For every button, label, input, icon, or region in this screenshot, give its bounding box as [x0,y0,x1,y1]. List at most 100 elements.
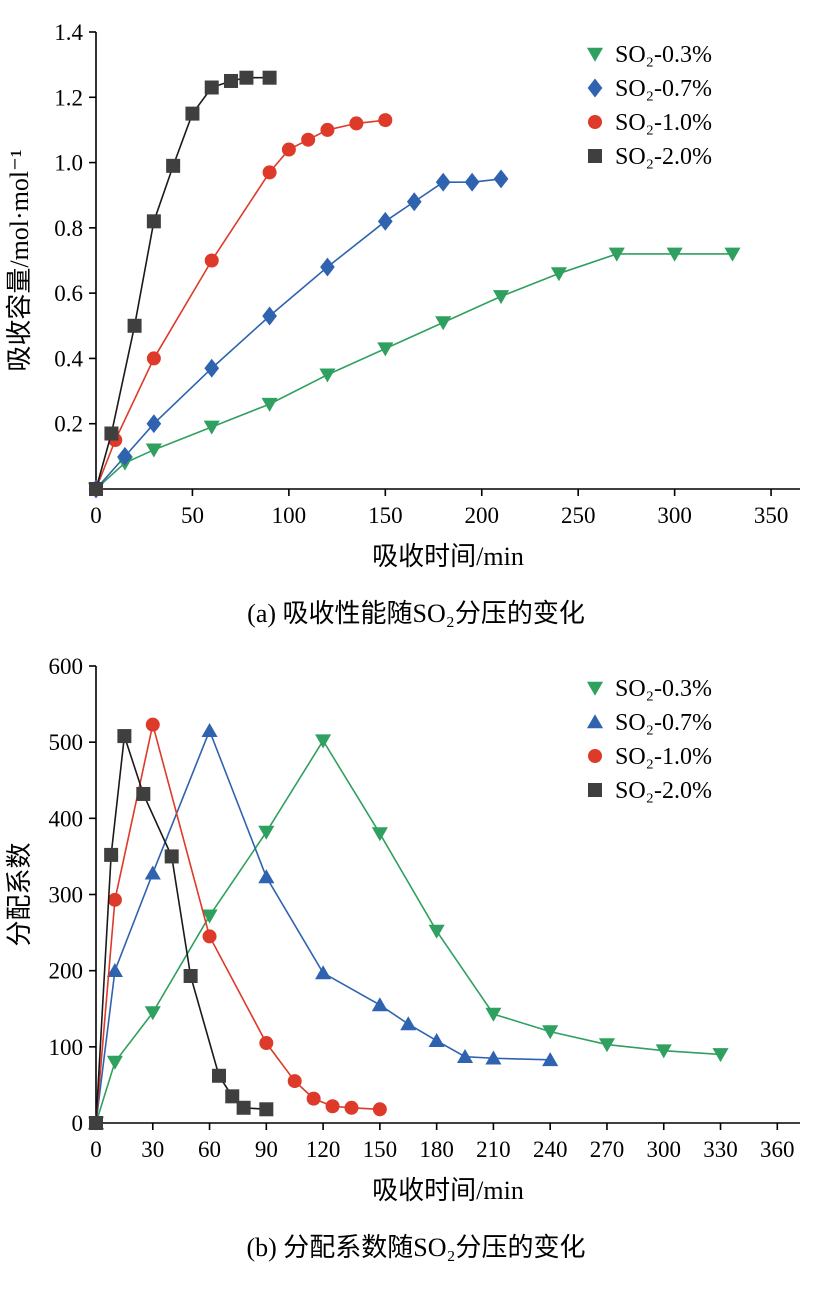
marker-square [89,482,103,496]
marker-circle [204,253,219,268]
chart-a-absorption-capacity: 0 50 100 150 200 250 300 350 0.2 0.4 0.6 0.8 1.0 1.2 1… [5,20,800,571]
marker-circle [588,115,602,129]
y-tick-label: 0.8 [54,216,83,241]
marker-triangle-up [106,962,123,977]
marker-circle [145,717,160,732]
marker-triangle-down [492,290,510,305]
x-tick-label: 120 [306,1137,341,1162]
marker-diamond [377,211,393,231]
marker-square [146,214,161,229]
marker-square [236,1100,251,1115]
y-tick-label: 400 [49,806,84,831]
y-axis: 0.2 0.4 0.6 0.8 1.0 1.2 1.4 [54,20,96,437]
y-tick-label: 100 [49,1035,84,1060]
marker-circle [202,929,217,944]
marker-triangle-up [586,714,604,729]
marker-square [127,318,142,333]
x-tick-label: 150 [368,503,403,528]
marker-circle [306,1091,321,1106]
marker-square [104,426,119,441]
x-axis-label: 吸收时间/min [372,1176,524,1205]
series-0 [87,247,741,497]
marker-triangle-up [315,965,332,980]
y-tick-label: 0 [72,1111,84,1136]
marker-triangle-down [608,247,625,262]
marker-triangle-up [144,865,161,880]
legend-label: SO₂-0.7% [615,710,712,736]
x-tick-label: 200 [465,503,500,528]
y-tick-label: 200 [49,959,84,984]
marker-triangle-up [542,1052,559,1067]
legend-label: SO₂-2.0% [615,144,712,170]
marker-triangle-down [655,1044,672,1059]
marker-circle [372,1102,387,1117]
marker-triangle-up [201,723,218,738]
series-1 [87,723,559,1130]
x-tick-label: 60 [198,1137,221,1162]
y-axis-label: 分配系数 [5,842,34,946]
series-1 [88,169,509,499]
series-2 [89,717,387,1130]
y-axis-label: 吸收容量/mol·mol⁻¹ [5,149,34,371]
marker-triangle-down [485,1007,502,1022]
marker-square [262,70,277,85]
x-tick-label: 50 [181,503,204,528]
marker-square [225,1089,240,1104]
x-axis-label: 吸收时间/min [372,542,524,571]
marker-diamond [435,172,451,192]
marker-square [183,968,198,983]
marker-diamond [117,446,133,466]
marker-diamond [320,257,335,277]
marker-diamond [406,192,422,212]
x-tick-label: 300 [657,503,692,528]
marker-triangle-up [400,1016,417,1031]
x-tick-label: 150 [363,1137,398,1162]
chart-b-block: 0 30 60 90 120 150 180 210 240 270 300 330 360 0 100 20… [0,644,832,1278]
marker-diamond [146,414,162,434]
legend-label: SO₂-2.0% [615,778,712,804]
marker-square [588,149,602,163]
marker-circle [378,113,393,128]
marker-square [166,158,181,173]
caption-a: (a) 吸收性能随SO₂分压的变化 [247,599,585,628]
marker-circle [325,1099,340,1114]
chart-a-block: 0 50 100 150 200 250 300 350 0.2 0.4 0.6 0.8 1.0 1.2 1… [0,10,832,644]
x-tick-label: 90 [255,1137,278,1162]
marker-triangle-down [712,1048,729,1063]
marker-triangle-down [319,368,336,383]
marker-circle [349,116,364,131]
y-tick-label: 0.6 [54,281,83,306]
marker-circle [320,122,335,137]
marker-triangle-down [666,247,683,262]
x-tick-label: 250 [561,503,596,528]
x-tick-label: 300 [646,1137,681,1162]
marker-square [117,729,132,744]
series-2 [89,113,393,496]
y-tick-label: 0.4 [54,346,83,371]
x-axis: 0 50 100 150 200 250 300 350 [90,489,788,528]
legend-label: SO₂-0.7% [615,76,712,102]
marker-diamond [262,306,277,326]
marker-circle [107,892,122,907]
legend-label: SO₂-1.0% [615,744,712,770]
marker-square [259,1102,274,1117]
marker-triangle-down [586,681,604,696]
marker-triangle-down [586,47,604,62]
x-tick-label: 350 [754,503,789,528]
marker-square [588,783,602,797]
y-axis: 0 100 200 300 400 500 600 [49,654,96,1136]
marker-square [239,70,254,85]
marker-triangle-up [428,1033,445,1048]
marker-triangle-down [377,342,394,357]
marker-circle [344,1100,359,1115]
legend-label: SO₂-1.0% [615,110,712,136]
marker-circle [301,132,316,147]
chart-b-distribution-coefficient: 0 30 60 90 120 150 180 210 240 270 300 330 360 0 100 20… [5,654,800,1205]
marker-diamond [464,172,480,192]
marker-circle [287,1074,302,1089]
marker-square [204,80,219,95]
legend: SO₂-0.3% SO₂-0.7% SO₂-1.0% SO₂-2.0% [586,676,712,804]
x-tick-label: 330 [703,1137,738,1162]
legend: SO₂-0.3% SO₂-0.7% SO₂-1.0% SO₂-2.0% [586,42,712,170]
